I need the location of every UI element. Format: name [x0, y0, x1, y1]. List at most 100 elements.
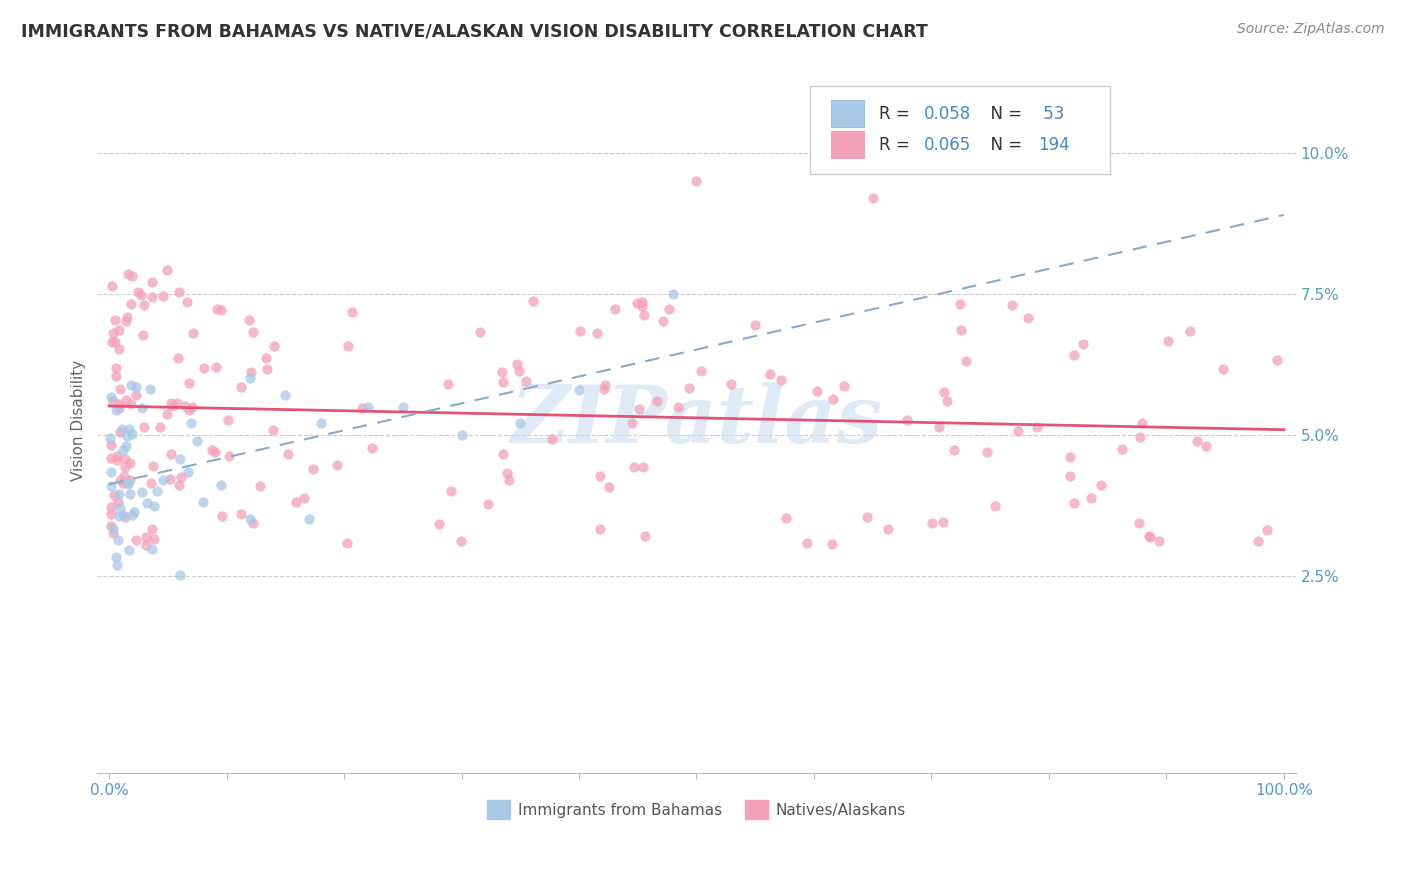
Point: [121, 508, 143, 522]
Point: [142, 532, 165, 546]
Point: [662, 286, 685, 301]
Point: [125, 388, 148, 402]
Point: [506, 357, 529, 371]
Point: [152, 473, 174, 487]
Point: [100, 518, 122, 533]
Point: [249, 478, 271, 492]
Point: [152, 289, 174, 303]
Point: [821, 392, 844, 406]
Point: [932, 515, 955, 529]
Text: N =: N =: [980, 136, 1028, 153]
Point: [1059, 450, 1081, 464]
Point: [100, 500, 122, 514]
Point: [263, 339, 285, 353]
Point: [211, 303, 233, 318]
Point: [104, 335, 127, 350]
Point: [114, 510, 136, 524]
Point: [167, 351, 190, 365]
Point: [107, 401, 129, 416]
Point: [744, 318, 766, 332]
Point: [645, 394, 668, 409]
Point: [292, 491, 315, 505]
Point: [540, 432, 562, 446]
Point: [515, 374, 537, 388]
Point: [112, 443, 135, 458]
Point: [1111, 442, 1133, 456]
Point: [1080, 491, 1102, 505]
Point: [107, 323, 129, 337]
Point: [491, 446, 513, 460]
Point: [720, 377, 742, 392]
Point: [108, 473, 131, 487]
Point: [1212, 362, 1234, 376]
Point: [491, 365, 513, 379]
Point: [105, 361, 128, 376]
Point: [631, 460, 654, 475]
Point: [238, 312, 260, 326]
Point: [342, 305, 364, 319]
Point: [309, 417, 332, 431]
Point: [775, 511, 797, 525]
Point: [117, 475, 139, 490]
Point: [108, 500, 131, 515]
Point: [118, 542, 141, 557]
Point: [589, 523, 612, 537]
Point: [936, 394, 959, 409]
Point: [117, 477, 139, 491]
Point: [623, 459, 645, 474]
Point: [112, 476, 135, 491]
Point: [1063, 348, 1085, 362]
Point: [391, 400, 413, 414]
Point: [181, 401, 204, 415]
Point: [111, 422, 134, 436]
Point: [111, 508, 134, 522]
Point: [135, 538, 157, 552]
Point: [949, 296, 972, 310]
Point: [470, 325, 492, 339]
Point: [209, 478, 232, 492]
Point: [862, 191, 884, 205]
Point: [1195, 439, 1218, 453]
Text: N =: N =: [980, 104, 1028, 122]
Point: [796, 535, 818, 549]
Point: [100, 466, 122, 480]
Point: [103, 488, 125, 502]
Point: [146, 484, 169, 499]
Point: [239, 512, 262, 526]
Point: [352, 401, 374, 416]
Point: [169, 568, 191, 582]
Point: [132, 420, 155, 434]
Point: [450, 534, 472, 549]
Point: [141, 290, 163, 304]
Point: [1265, 353, 1288, 368]
Point: [685, 174, 707, 188]
Point: [326, 458, 349, 472]
Point: [115, 314, 138, 328]
Point: [1017, 310, 1039, 325]
Point: [118, 487, 141, 501]
Point: [115, 428, 138, 442]
Point: [984, 499, 1007, 513]
Point: [239, 365, 262, 379]
Point: [211, 509, 233, 524]
Point: [105, 368, 128, 383]
Text: 194: 194: [1038, 136, 1070, 153]
Point: [156, 262, 179, 277]
Point: [256, 362, 278, 376]
Point: [112, 469, 135, 483]
Point: [856, 510, 879, 524]
Text: 0.058: 0.058: [924, 104, 972, 122]
Point: [242, 516, 264, 530]
Point: [105, 449, 128, 463]
Point: [626, 296, 648, 310]
Point: [103, 522, 125, 536]
Point: [100, 450, 122, 465]
Point: [129, 288, 152, 302]
Point: [634, 529, 657, 543]
Point: [180, 417, 202, 431]
Point: [114, 460, 136, 475]
Point: [177, 465, 200, 479]
Point: [103, 394, 125, 409]
Point: [1090, 477, 1112, 491]
Point: [108, 343, 131, 357]
